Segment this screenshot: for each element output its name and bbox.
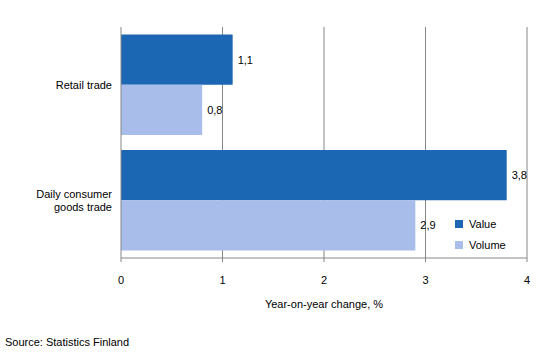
data-label: 3,8 xyxy=(512,169,527,181)
legend-swatch xyxy=(455,241,463,249)
data-labels: 1,1 3,8 0,8 2,9 xyxy=(207,54,527,232)
tick-label: 1 xyxy=(219,274,225,286)
tick-label: 4 xyxy=(524,274,530,286)
x-axis-label: Year-on-year change, % xyxy=(265,298,383,310)
bars xyxy=(121,35,507,251)
y-axis-line xyxy=(121,27,122,258)
x-axis-line xyxy=(121,258,527,259)
category-label-line: Retail trade xyxy=(56,79,112,91)
tick-label: 0 xyxy=(118,274,124,286)
tick-mark xyxy=(324,258,325,262)
legend-swatch xyxy=(455,220,463,228)
tick-label: 3 xyxy=(422,274,428,286)
bar xyxy=(121,85,202,135)
category-label-line: goods trade xyxy=(54,201,112,213)
chart: 0 1 2 3 4 1,1 3,8 0,8 2,9 Retail trade Daily consu… xyxy=(0,0,539,363)
tick-mark xyxy=(425,258,426,262)
source: Source: Statistics Finland xyxy=(5,336,129,348)
bar xyxy=(121,150,507,200)
legend-label: Volume xyxy=(469,239,506,251)
tick-mark xyxy=(121,258,122,262)
tick-mark xyxy=(222,258,223,262)
tick-mark xyxy=(527,258,528,262)
data-label: 2,9 xyxy=(420,219,435,231)
category-label-line: Daily consumer xyxy=(36,188,112,200)
grid-line xyxy=(527,27,528,258)
bar xyxy=(121,200,415,250)
tick-label: 2 xyxy=(321,274,327,286)
data-label: 0,8 xyxy=(207,104,222,116)
category-label: Retail trade xyxy=(56,79,112,91)
legend-label: Value xyxy=(469,218,496,230)
category-label: Daily consumergoods trade xyxy=(36,188,112,213)
bar xyxy=(121,35,233,85)
data-label: 1,1 xyxy=(238,54,253,66)
